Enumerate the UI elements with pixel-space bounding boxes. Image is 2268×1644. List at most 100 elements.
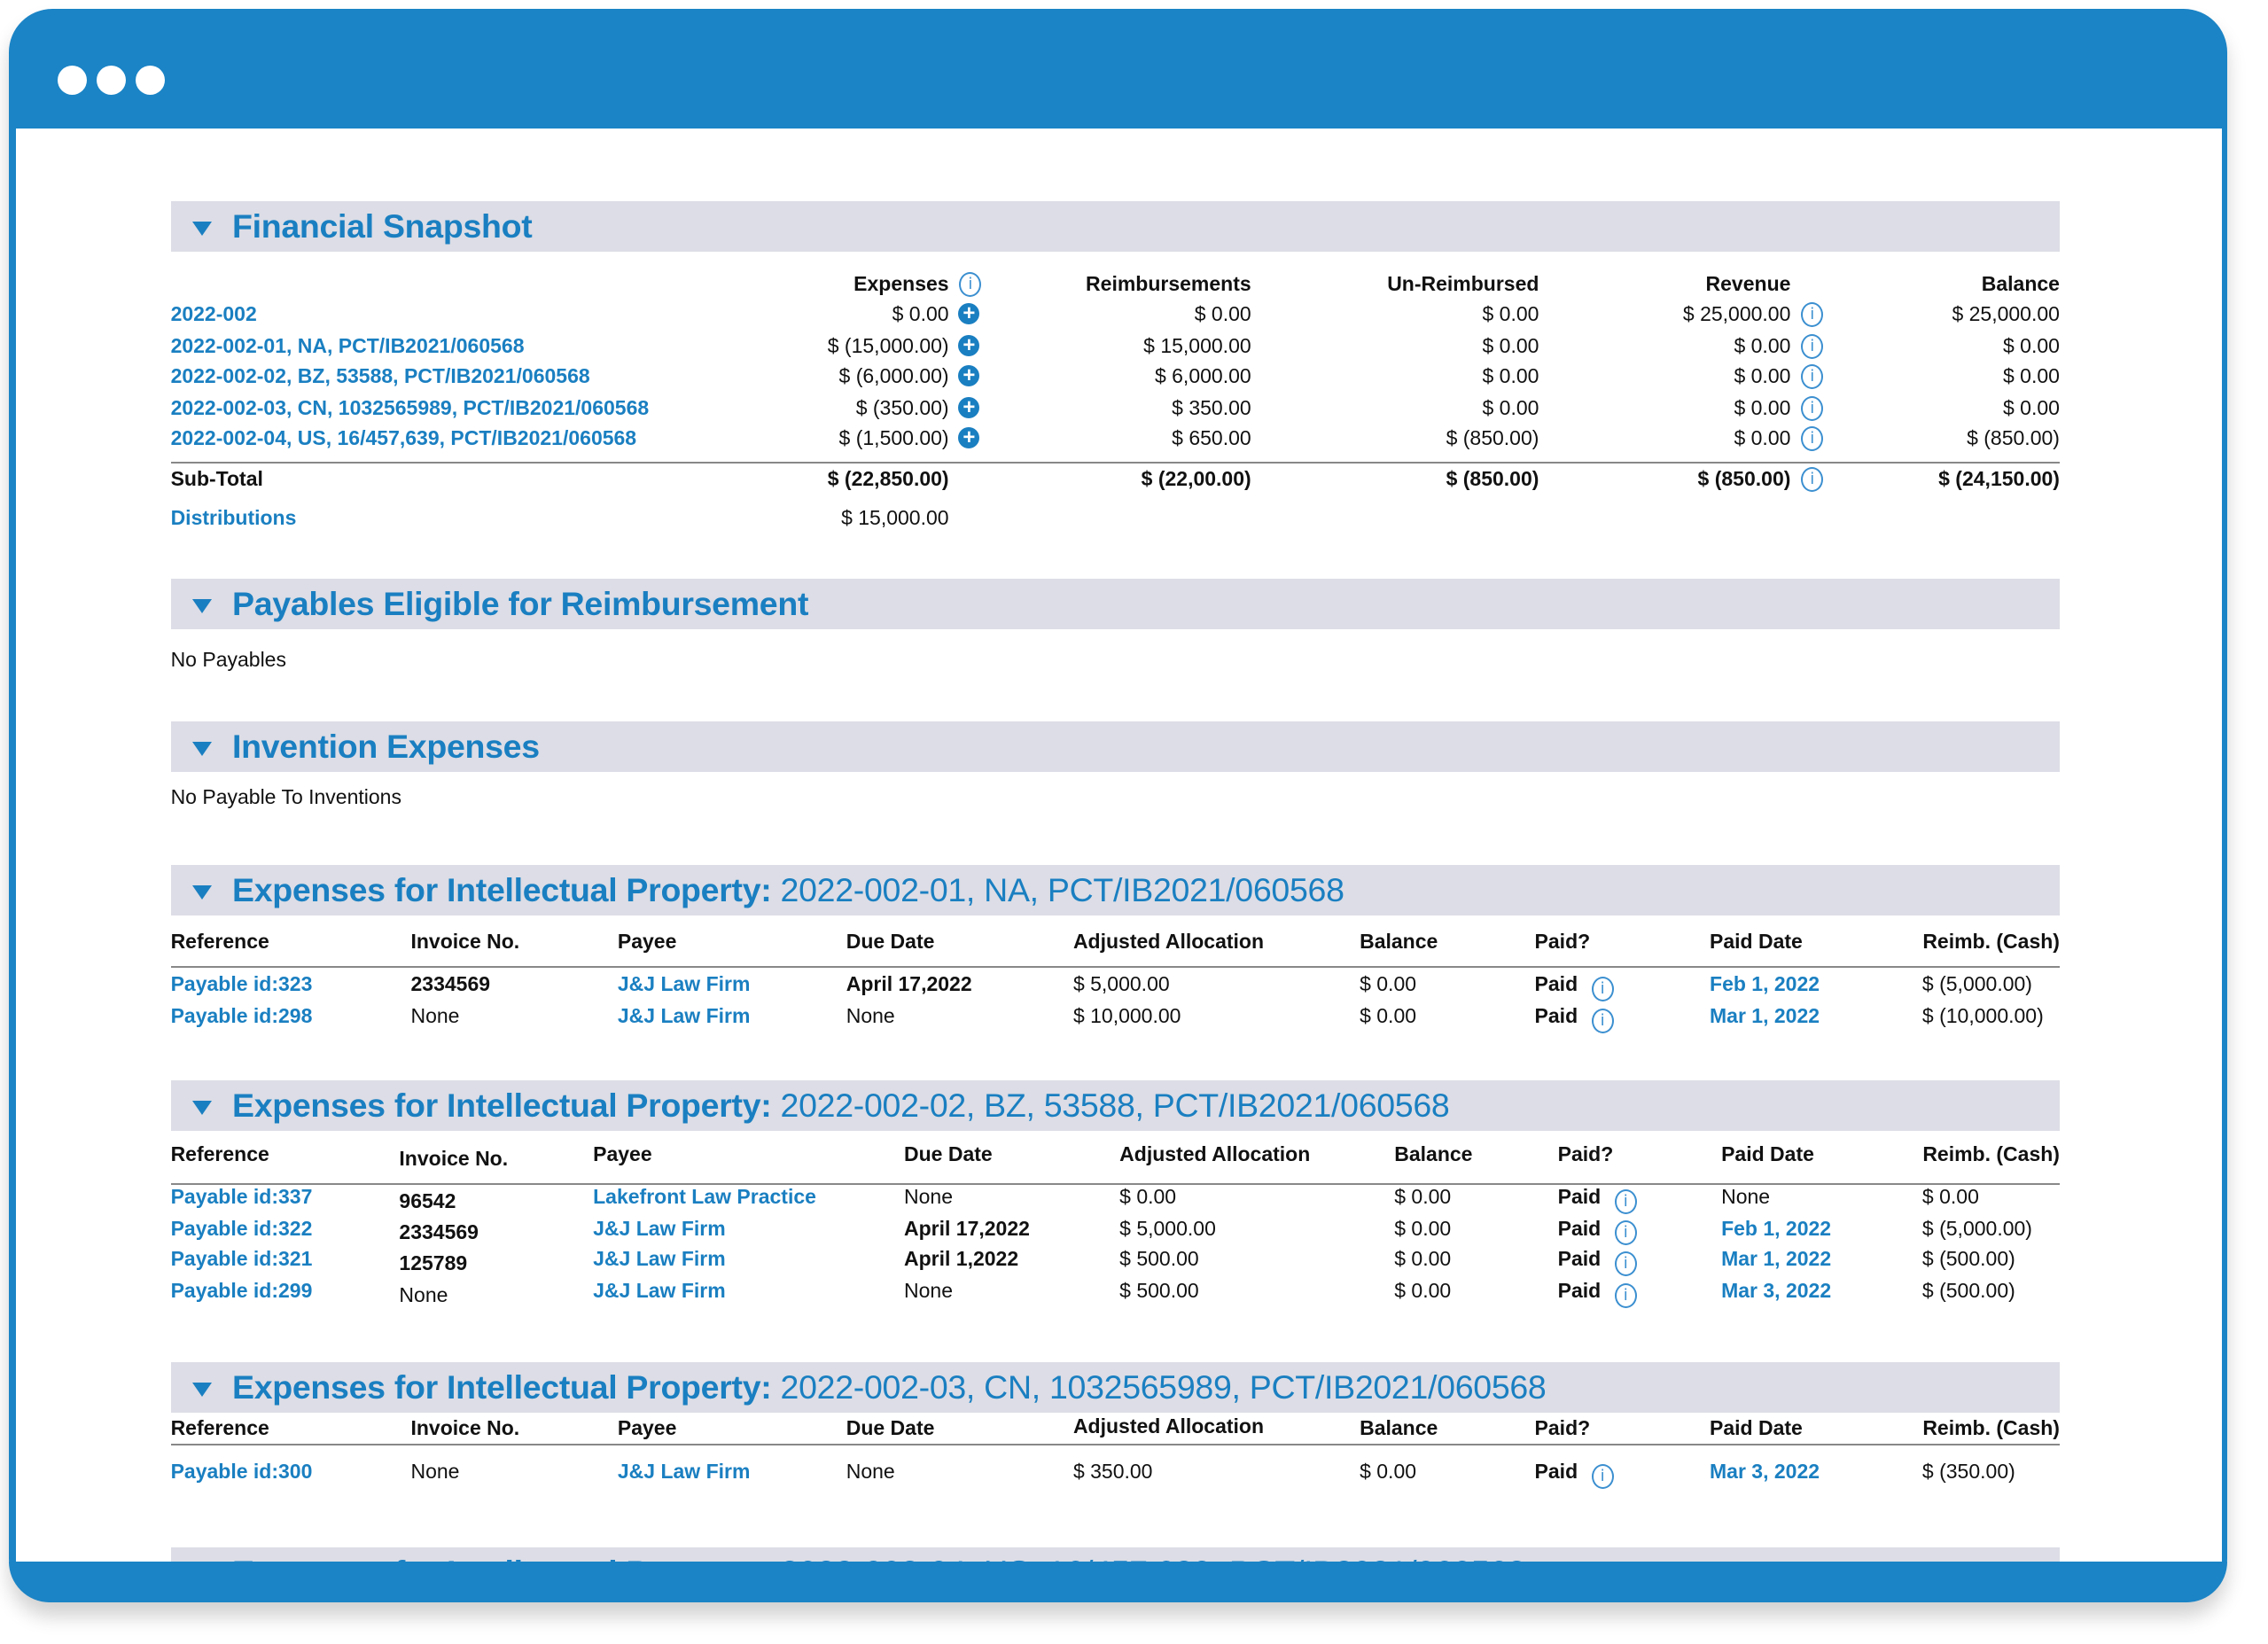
snapshot-row-link[interactable]: 2022-002 (170, 302, 257, 326)
section-title: Expenses for Intellectual Property: 2022… (232, 869, 1344, 910)
section-title-label: Expenses for Intellectual Property: (232, 1368, 772, 1406)
payable-link[interactable]: Payable id:300 (170, 1459, 313, 1483)
add-icon[interactable]: + (958, 365, 980, 387)
cell-paid: Paid (1534, 1459, 1578, 1483)
info-icon[interactable]: i (1614, 1220, 1637, 1246)
paid-date-link[interactable]: Feb 1, 2022 (1721, 1216, 1832, 1240)
snapshot-row-link[interactable]: 2022-002-04, US, 16/457,639, PCT/IB2021/… (170, 426, 637, 450)
column-header-due-date: Due Date (846, 1415, 935, 1439)
collapse-triangle-icon[interactable] (192, 742, 212, 757)
column-header-expenses: Expenses (853, 271, 949, 295)
snapshot-row-link[interactable]: 2022-002-01, NA, PCT/IB2021/060568 (170, 334, 525, 358)
cell-due-date: April 17,2022 (904, 1216, 1030, 1240)
add-icon[interactable]: + (958, 335, 980, 357)
cell-due-date: April 1,2022 (904, 1246, 1019, 1270)
cell-adjusted-allocation: $ 500.00 (1119, 1278, 1199, 1302)
section-ip-expenses[interactable]: Expenses for Intellectual Property: 2022… (171, 864, 2060, 915)
paid-date-link[interactable]: Feb 1, 2022 (1710, 971, 1820, 995)
cell-reimb-cash: $ (350.00) (1921, 1459, 2015, 1483)
column-header-balance: Balance (1360, 930, 1438, 954)
info-icon[interactable]: i (959, 271, 982, 297)
payee-link[interactable]: J&J Law Firm (593, 1278, 726, 1302)
add-icon[interactable]: + (958, 397, 980, 419)
snapshot-cell-revenue: $ 0.00 (1734, 426, 1791, 450)
paid-date-link[interactable]: Mar 1, 2022 (1721, 1246, 1832, 1270)
divider (171, 1443, 2060, 1445)
distributions-link[interactable]: Distributions (170, 506, 297, 530)
cell-balance: $ 0.00 (1360, 1459, 1417, 1483)
payable-link[interactable]: Payable id:298 (170, 1003, 313, 1027)
paid-date-link[interactable]: Mar 3, 2022 (1710, 1459, 1820, 1483)
add-icon[interactable]: + (958, 427, 980, 449)
column-header-paid-date: Paid Date (1721, 1142, 1814, 1166)
payee-link[interactable]: Lakefront Law Practice (593, 1184, 816, 1208)
payee-link[interactable]: J&J Law Firm (593, 1246, 726, 1270)
section-ip-expenses[interactable]: Expenses for Intellectual Property: 2022… (171, 1080, 2060, 1132)
collapse-triangle-icon[interactable] (192, 1383, 212, 1398)
cell-balance: $ 0.00 (1394, 1278, 1452, 1302)
payee-link[interactable]: J&J Law Firm (593, 1216, 726, 1240)
column-header-reimb-cash: Reimb. (Cash) (1922, 1415, 2060, 1439)
info-icon[interactable]: i (1801, 334, 1824, 360)
snapshot-cell-un-reimbursed: $ 0.00 (1482, 334, 1539, 358)
paid-date-link[interactable]: Mar 1, 2022 (1710, 1003, 1820, 1027)
cell-paid: Paid (1534, 1003, 1578, 1027)
snapshot-row-link[interactable]: 2022-002-02, BZ, 53588, PCT/IB2021/06056… (170, 364, 590, 388)
payee-link[interactable]: J&J Law Firm (617, 1459, 751, 1483)
info-icon[interactable]: i (1801, 364, 1824, 390)
cell-paid: Paid (1557, 1246, 1602, 1270)
section-invention-expenses[interactable]: Invention Expenses (171, 721, 2060, 773)
window-dot-icon[interactable] (58, 66, 87, 95)
cell-adjusted-allocation: $ 5,000.00 (1072, 971, 1170, 995)
column-header-un-reimbursed: Un-Reimbursed (1387, 271, 1539, 295)
snapshot-cell-revenue: $ 0.00 (1734, 364, 1791, 388)
paid-date-link[interactable]: Mar 3, 2022 (1721, 1278, 1832, 1302)
cell-reimb-cash: $ 0.00 (1921, 1184, 1979, 1208)
column-header-paid: Paid? (1534, 930, 1591, 954)
subtotal-balance: $ (24,150.00) (1938, 467, 2060, 491)
payable-link[interactable]: Payable id:322 (170, 1216, 313, 1240)
snapshot-row-link[interactable]: 2022-002-03, CN, 1032565989, PCT/IB2021/… (170, 396, 650, 420)
info-icon[interactable]: i (1591, 976, 1614, 1001)
payable-link[interactable]: Payable id:299 (170, 1278, 313, 1302)
info-icon[interactable]: i (1591, 1463, 1614, 1489)
collapse-triangle-icon[interactable] (192, 1101, 212, 1116)
info-icon[interactable]: i (1801, 426, 1824, 452)
window-dot-icon[interactable] (97, 66, 126, 95)
column-header-revenue: Revenue (1705, 271, 1791, 295)
collapse-triangle-icon[interactable] (192, 221, 212, 236)
info-icon[interactable]: i (1614, 1282, 1637, 1308)
column-header-balance: Balance (1981, 271, 2060, 295)
collapse-triangle-icon[interactable] (192, 598, 212, 613)
info-icon[interactable]: i (1614, 1251, 1637, 1276)
subtotal-revenue: $ (850.00) (1697, 467, 1791, 491)
info-icon[interactable]: i (1801, 467, 1824, 493)
section-payables[interactable]: Payables Eligible for Reimbursement (171, 578, 2060, 629)
payables-empty-text: No Payables (170, 648, 286, 672)
cell-adjusted-allocation: $ 5,000.00 (1119, 1216, 1216, 1240)
section-title: Payables Eligible for Reimbursement (232, 583, 808, 624)
section-title-value: 2022-002-03, CN, 1032565989, PCT/IB2021/… (771, 1368, 1547, 1406)
section-ip-expenses[interactable]: Expenses for Intellectual Property: 2022… (171, 1362, 2060, 1414)
section-title: Invention Expenses (232, 726, 540, 767)
payable-link[interactable]: Payable id:337 (170, 1184, 313, 1208)
column-header-paid: Paid? (1557, 1142, 1614, 1166)
section-title: Financial Snapshot (232, 206, 533, 246)
column-header-paid-date: Paid Date (1710, 930, 1803, 954)
info-icon[interactable]: i (1801, 396, 1824, 422)
column-header-reference: Reference (170, 1142, 269, 1166)
payee-link[interactable]: J&J Law Firm (617, 971, 751, 995)
payable-link[interactable]: Payable id:321 (170, 1246, 313, 1270)
add-icon[interactable]: + (958, 303, 980, 325)
info-icon[interactable]: i (1801, 302, 1824, 328)
info-icon[interactable]: i (1591, 1008, 1614, 1033)
collapse-triangle-icon[interactable] (192, 884, 212, 900)
column-header-payee: Payee (593, 1142, 652, 1166)
snapshot-cell-expenses: $ 0.00 (892, 302, 949, 326)
payee-link[interactable]: J&J Law Firm (617, 1003, 751, 1027)
payable-link[interactable]: Payable id:323 (170, 971, 313, 995)
window-dot-icon[interactable] (136, 66, 165, 95)
column-header-invoice-no: Invoice No. (410, 930, 520, 954)
section-financial-snapshot[interactable]: Financial Snapshot (171, 200, 2060, 252)
info-icon[interactable]: i (1614, 1188, 1637, 1214)
